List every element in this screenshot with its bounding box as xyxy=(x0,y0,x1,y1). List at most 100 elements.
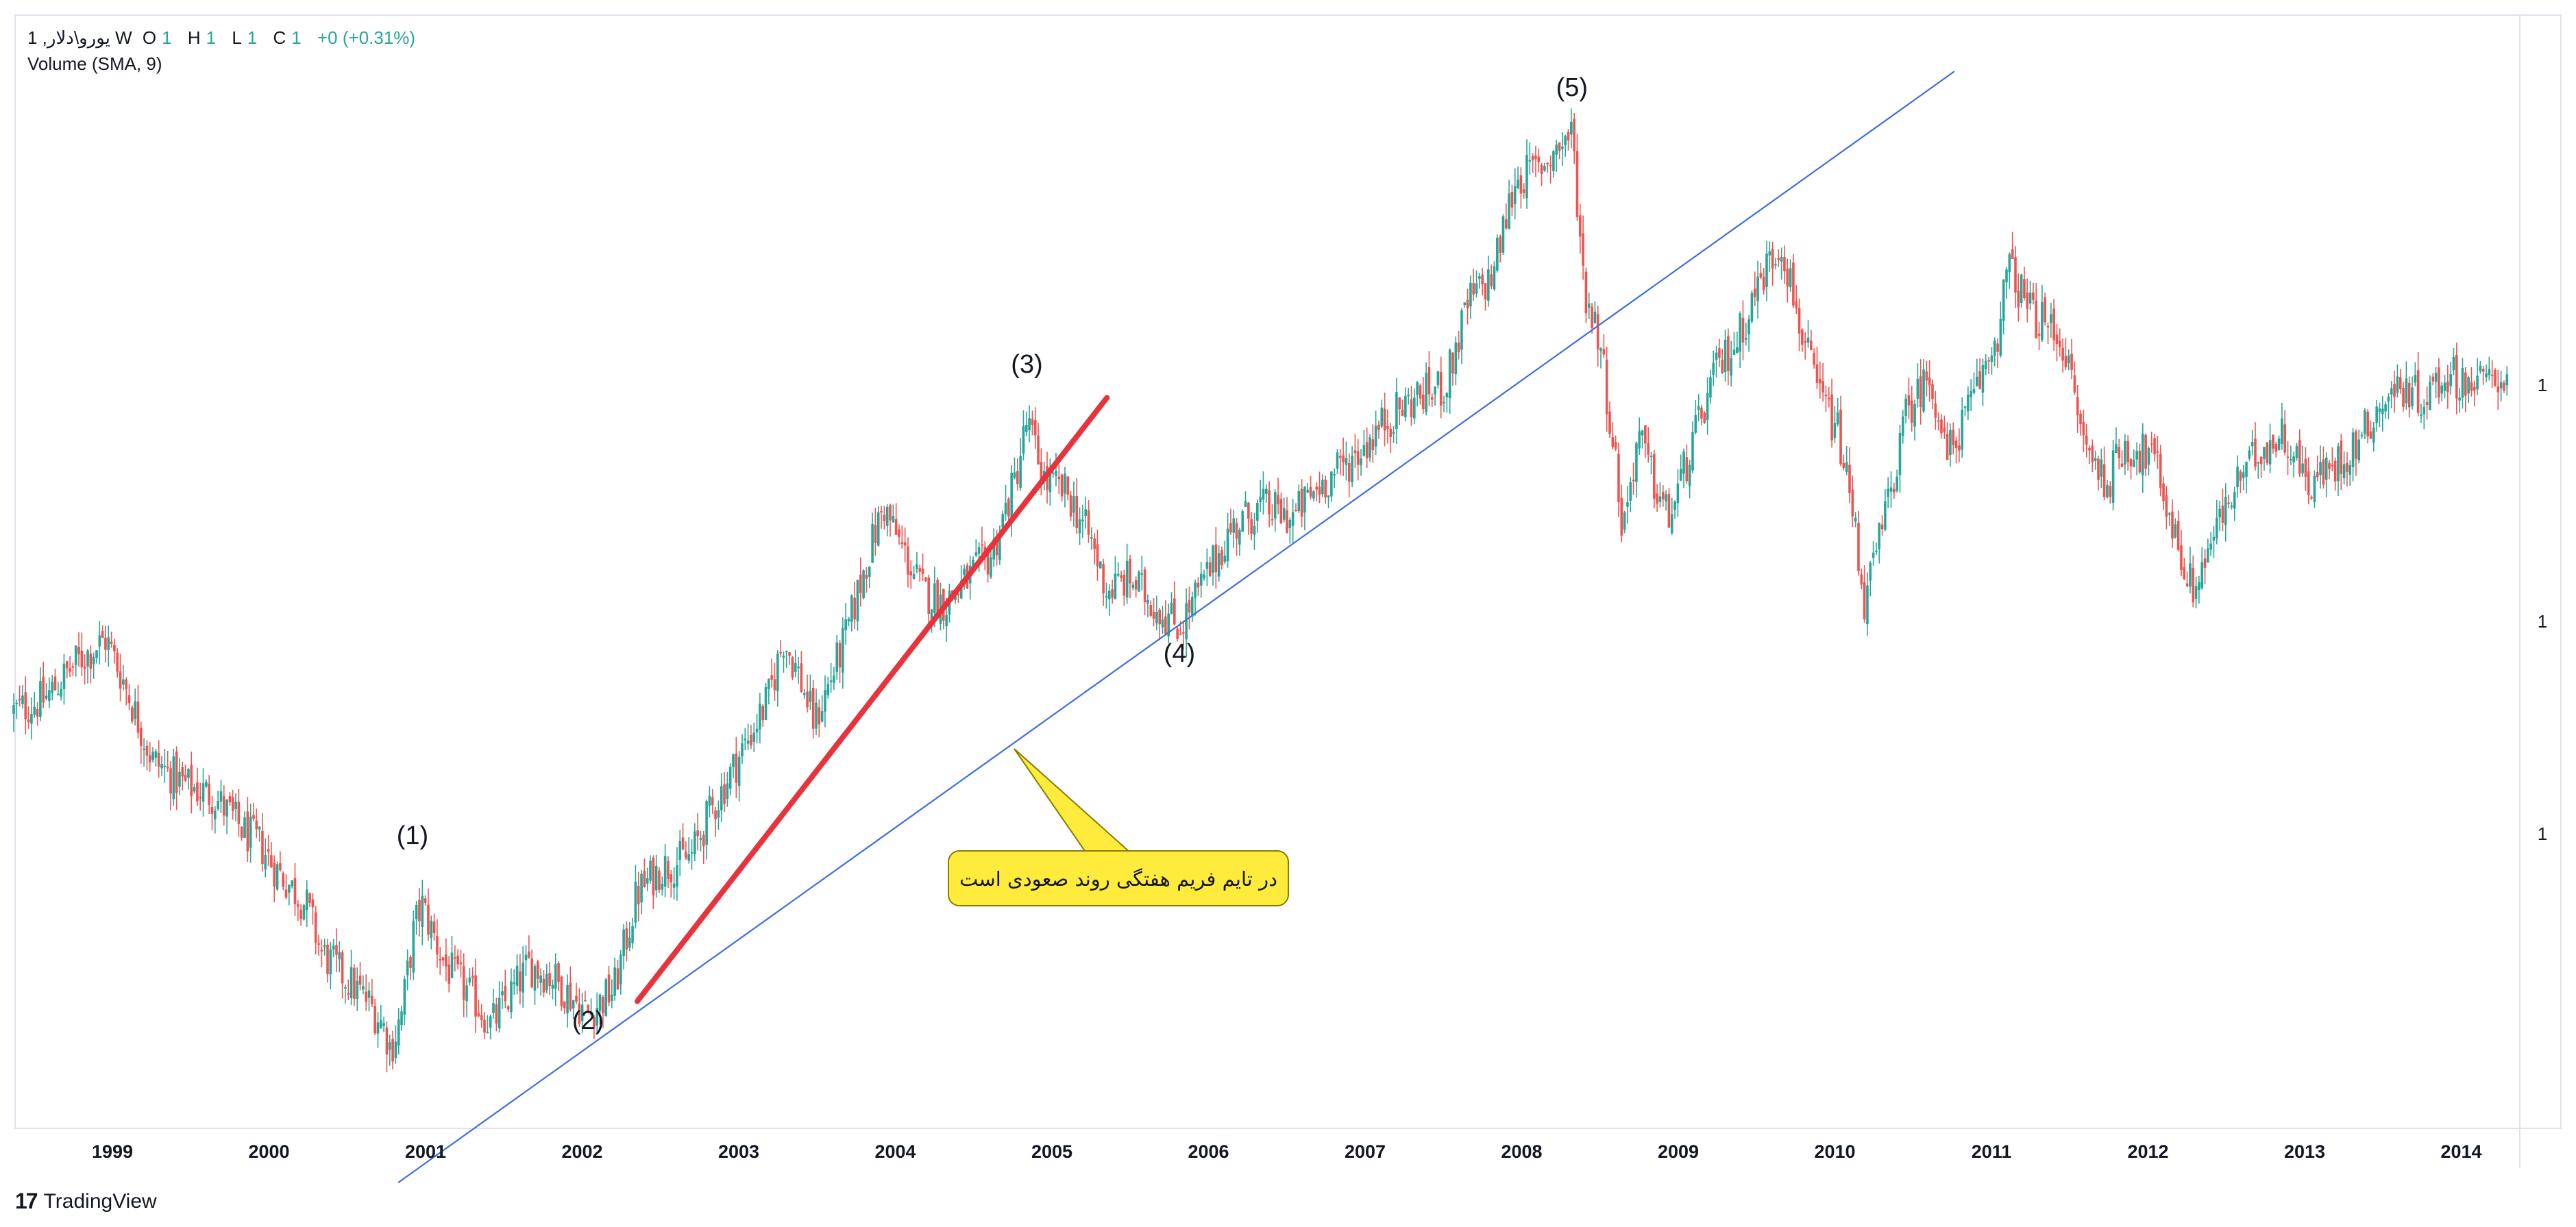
candle xyxy=(1963,406,1967,417)
volume-indicator-label[interactable]: Volume (SMA, 9) xyxy=(27,53,162,74)
candle xyxy=(1152,598,1155,627)
candle xyxy=(652,855,655,909)
candle xyxy=(2017,273,2020,322)
candle xyxy=(1401,399,1404,417)
candle xyxy=(2295,443,2298,461)
candle xyxy=(1727,328,1730,386)
x-tick-label: 2010 xyxy=(1814,1141,1855,1162)
candle xyxy=(237,789,241,837)
candle xyxy=(560,975,563,1011)
candle xyxy=(418,888,421,937)
candle xyxy=(728,763,732,796)
price-scale[interactable]: 1 1 1 xyxy=(2538,375,2547,844)
candle xyxy=(1667,488,1671,528)
candle xyxy=(1682,448,1685,488)
candle xyxy=(163,749,167,784)
candle xyxy=(92,652,95,679)
watermark-brand: TradingView xyxy=(43,1189,157,1213)
candle xyxy=(190,752,193,814)
interval-label[interactable]: W xyxy=(115,27,132,48)
candle xyxy=(284,874,288,900)
candle xyxy=(622,924,625,970)
candle xyxy=(1898,424,1902,493)
candle xyxy=(1501,214,1505,256)
candle xyxy=(1194,579,1197,616)
x-tick-label: 2004 xyxy=(874,1141,916,1162)
annotation-callout[interactable]: در تایم فریم هفتگی روند صعودی است xyxy=(948,748,1289,906)
symbol-label[interactable]: 1 ,یورو\دلار xyxy=(27,27,110,48)
candle xyxy=(1208,556,1212,577)
candle xyxy=(261,813,264,871)
candle xyxy=(569,966,572,1012)
candle xyxy=(341,950,344,999)
candle xyxy=(1247,501,1250,535)
candle xyxy=(1040,448,1043,496)
candle xyxy=(311,893,315,925)
candle xyxy=(755,713,759,744)
candle xyxy=(670,869,673,898)
candle xyxy=(806,674,809,712)
candle xyxy=(30,697,33,740)
candle xyxy=(1617,443,1620,517)
candle xyxy=(373,998,376,1036)
candle xyxy=(2207,538,2209,563)
candle xyxy=(1777,249,1780,267)
candle xyxy=(36,702,39,726)
candle xyxy=(471,967,474,987)
candle xyxy=(273,855,276,902)
candle xyxy=(815,689,818,736)
candle xyxy=(2452,347,2455,376)
candle xyxy=(835,634,839,680)
tradingview-watermark[interactable]: 17 TradingView xyxy=(15,1189,157,1214)
candle xyxy=(371,978,373,1008)
candle xyxy=(1596,306,1599,367)
candle xyxy=(824,675,826,728)
callout-pointer xyxy=(1014,748,1133,854)
candle xyxy=(1922,358,1925,414)
candle xyxy=(732,754,735,778)
wave-label[interactable]: (3) xyxy=(1011,350,1042,379)
candle xyxy=(1353,434,1357,469)
candle xyxy=(382,1016,385,1032)
candle xyxy=(862,569,865,599)
candle xyxy=(1626,486,1629,524)
wave-label[interactable]: (2) xyxy=(572,1006,604,1035)
candle xyxy=(323,939,326,956)
wave-label[interactable]: (5) xyxy=(1556,73,1588,102)
candle xyxy=(1875,542,1878,556)
candle xyxy=(596,992,599,1034)
time-axis[interactable]: 1999 2000 2001 2002 2003 2004 2005 2006 2007 2008… xyxy=(92,1141,2482,1162)
candle xyxy=(1813,348,1815,369)
wave-label[interactable]: (4) xyxy=(1164,639,1195,668)
candle xyxy=(1469,275,1472,319)
candle xyxy=(113,639,116,664)
candle xyxy=(1570,108,1573,149)
candle xyxy=(708,786,711,818)
candle xyxy=(2357,429,2361,464)
candle xyxy=(1750,290,1754,324)
blue-trendline[interactable] xyxy=(397,71,1955,1183)
candle xyxy=(640,869,643,915)
candle xyxy=(1072,481,1075,527)
candle xyxy=(1958,428,1961,462)
candle xyxy=(1718,338,1721,367)
candle xyxy=(62,654,66,705)
plot-frame xyxy=(14,14,2562,1129)
candle xyxy=(2162,476,2165,510)
candle xyxy=(1351,446,1353,488)
candle xyxy=(1318,471,1321,504)
candle xyxy=(2156,436,2159,469)
candle xyxy=(2180,530,2183,577)
candle xyxy=(1715,345,1718,377)
wave-label[interactable]: (1) xyxy=(397,821,428,850)
candle xyxy=(1608,401,1611,438)
red-trendline[interactable] xyxy=(635,395,1110,1004)
candle xyxy=(2011,232,2014,260)
candle xyxy=(602,995,604,1028)
candle xyxy=(504,969,507,1008)
candle xyxy=(533,963,537,1005)
candle xyxy=(264,838,267,878)
candle xyxy=(1271,504,1274,526)
candle xyxy=(1463,302,1467,308)
